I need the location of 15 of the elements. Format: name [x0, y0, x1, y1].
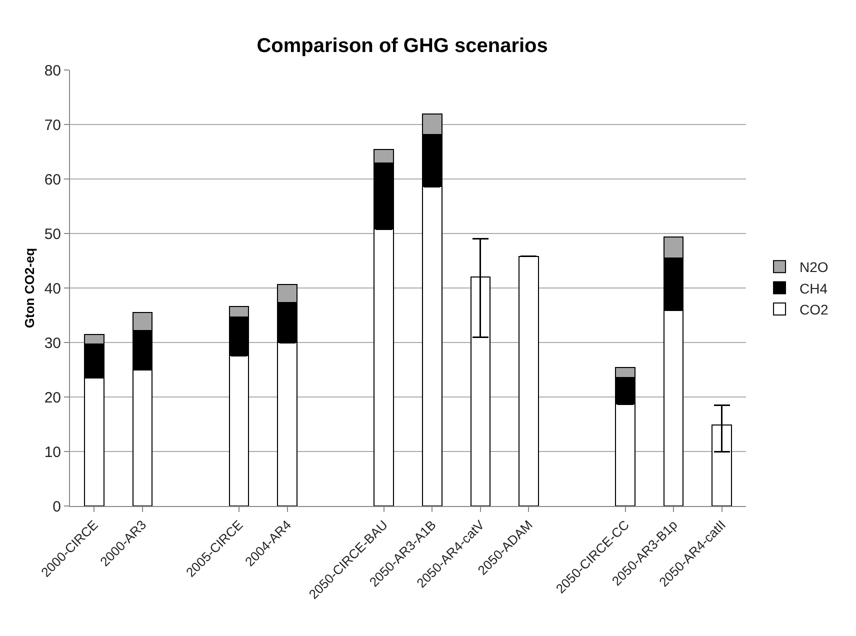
legend-label: CH4 [800, 280, 828, 296]
y-axis-title: Gton CO2-eq [22, 248, 37, 328]
legend-label: CO2 [800, 301, 829, 318]
y-tick-label: 70 [44, 116, 61, 134]
chart-title: Comparison of GHG scenarios [256, 35, 548, 58]
y-tick-label: 60 [44, 171, 61, 188]
y-tick-label: 0 [52, 498, 61, 516]
y-tick-label: 10 [44, 444, 61, 461]
y-tick-label: 80 [44, 62, 61, 80]
y-tick-label: 50 [44, 226, 61, 243]
legend-label: N2O [800, 259, 828, 276]
y-tick-label: 30 [44, 334, 61, 352]
bar [518, 256, 539, 506]
y-tick-label: 40 [44, 280, 61, 298]
y-tick-label: 20 [44, 389, 61, 406]
